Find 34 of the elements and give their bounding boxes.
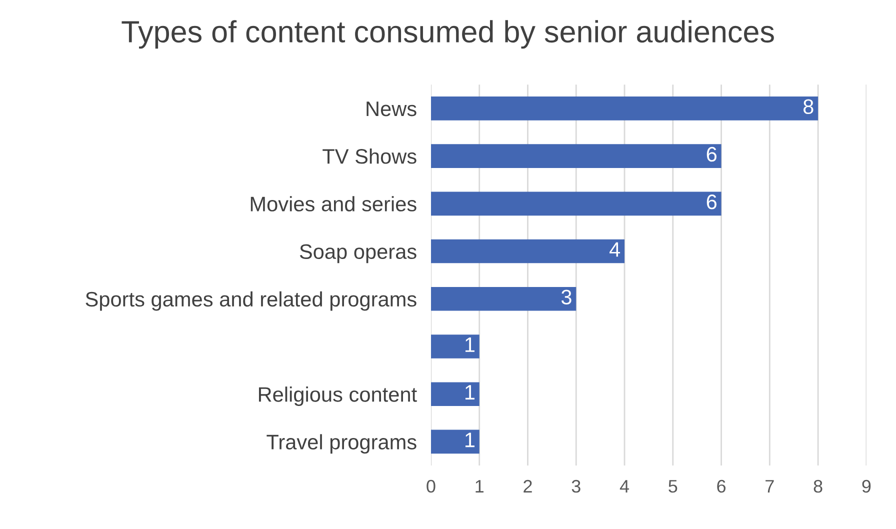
x-tick-label: 3 <box>572 480 580 493</box>
data-label: 1 <box>465 432 474 448</box>
data-label: 4 <box>610 242 620 257</box>
y-tick-label: Movies and series <box>250 196 416 212</box>
x-tick-label: 4 <box>620 480 630 492</box>
x-tick-label: 9 <box>862 480 871 493</box>
bar <box>430 334 480 358</box>
x-tick-label: 0 <box>426 480 436 493</box>
y-tick-label: Travel programs <box>266 434 416 454</box>
bar <box>430 144 722 168</box>
x-tick-label: 2 <box>524 480 532 492</box>
x-tick-label: 8 <box>814 480 822 493</box>
bar <box>430 430 480 454</box>
y-tick-label: Soap operas <box>300 244 416 264</box>
bar <box>430 286 576 311</box>
data-label: 1 <box>465 385 474 400</box>
bar <box>430 96 818 120</box>
bar <box>430 239 625 264</box>
bar <box>430 192 722 216</box>
x-tick-label: 6 <box>717 480 726 493</box>
x-tick-label: 7 <box>766 480 774 492</box>
x-tick-label: 5 <box>668 480 678 493</box>
x-tick-label: 1 <box>476 480 484 492</box>
data-label: 6 <box>706 194 716 210</box>
data-label: 1 <box>465 338 474 352</box>
y-tick-label: TV Shows <box>322 148 416 164</box>
y-tick-label: News <box>366 102 416 116</box>
data-label: 3 <box>561 290 572 304</box>
y-tick-label: Religious content <box>258 386 417 406</box>
data-label: 6 <box>706 146 716 162</box>
y-tick-label: Sports games and related programs <box>86 291 416 311</box>
bar <box>430 382 480 406</box>
data-label: 8 <box>803 99 814 114</box>
chart-title: Types of content consumed by senior audiences <box>122 20 774 49</box>
